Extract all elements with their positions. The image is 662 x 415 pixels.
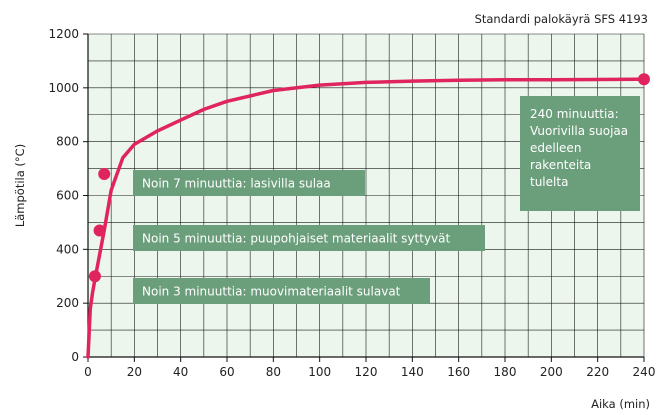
x-tick-label: 140 xyxy=(401,365,424,379)
y-axis-title: Lämpötila (°C) xyxy=(13,144,27,227)
chart-title: Standardi palokäyrä SFS 4193 xyxy=(475,12,648,26)
annotation-box xyxy=(133,225,485,251)
y-tick-label: 800 xyxy=(56,135,79,149)
annotation-text: Noin 7 minuuttia: lasivilla sulaa xyxy=(142,177,331,191)
y-tick-label: 600 xyxy=(56,189,79,203)
x-tick-label: 200 xyxy=(540,365,563,379)
annotation-text-line: Vuorivilla suojaa xyxy=(530,124,628,138)
curve-marker xyxy=(98,167,111,180)
x-tick-label: 160 xyxy=(447,365,470,379)
curve-marker xyxy=(93,224,106,237)
x-tick-label: 180 xyxy=(494,365,517,379)
x-tick-label: 100 xyxy=(308,365,331,379)
annotation-text-line: tulelta xyxy=(530,175,568,189)
annotation-box xyxy=(520,96,640,211)
curve-marker xyxy=(88,270,101,283)
x-tick-label: 0 xyxy=(84,365,92,379)
curve-marker xyxy=(638,73,650,86)
annotation-text-line: edelleen xyxy=(530,141,581,155)
y-tick-label: 0 xyxy=(71,350,79,364)
y-tick-label: 200 xyxy=(56,296,79,310)
x-tick-label: 40 xyxy=(173,365,188,379)
annotation-box xyxy=(133,170,365,196)
annotation-text-line: 240 minuuttia: xyxy=(530,107,619,121)
x-tick-label: 80 xyxy=(266,365,281,379)
axes xyxy=(83,33,645,362)
x-tick-label: 120 xyxy=(355,365,378,379)
annotation-text: Noin 5 minuuttia: puupohjaiset materiaal… xyxy=(142,232,450,246)
y-tick-label: 400 xyxy=(56,242,79,256)
x-tick-label: 240 xyxy=(633,365,656,379)
tick-labels: 0 20 40 60 80 100 120 140 160 180 200 220 240 0 200 400… xyxy=(48,27,655,379)
y-tick-label: 1000 xyxy=(48,81,79,95)
x-tick-label: 20 xyxy=(127,365,142,379)
annotation-box xyxy=(133,278,430,304)
y-tick-label: 1200 xyxy=(48,27,79,41)
annotation-callouts: Noin 7 minuuttia: lasivilla sulaa Noin 5 … xyxy=(133,96,640,304)
series-layer xyxy=(86,73,650,359)
fire-curve-line xyxy=(86,77,646,359)
annotation-text-line: rakenteita xyxy=(530,158,591,172)
x-axis-title: Aika (min) xyxy=(591,397,650,411)
x-tick-label: 60 xyxy=(219,365,234,379)
x-tick-label: 220 xyxy=(586,365,609,379)
annotation-text: Noin 3 minuuttia: muovimateriaalit sulav… xyxy=(142,285,401,299)
